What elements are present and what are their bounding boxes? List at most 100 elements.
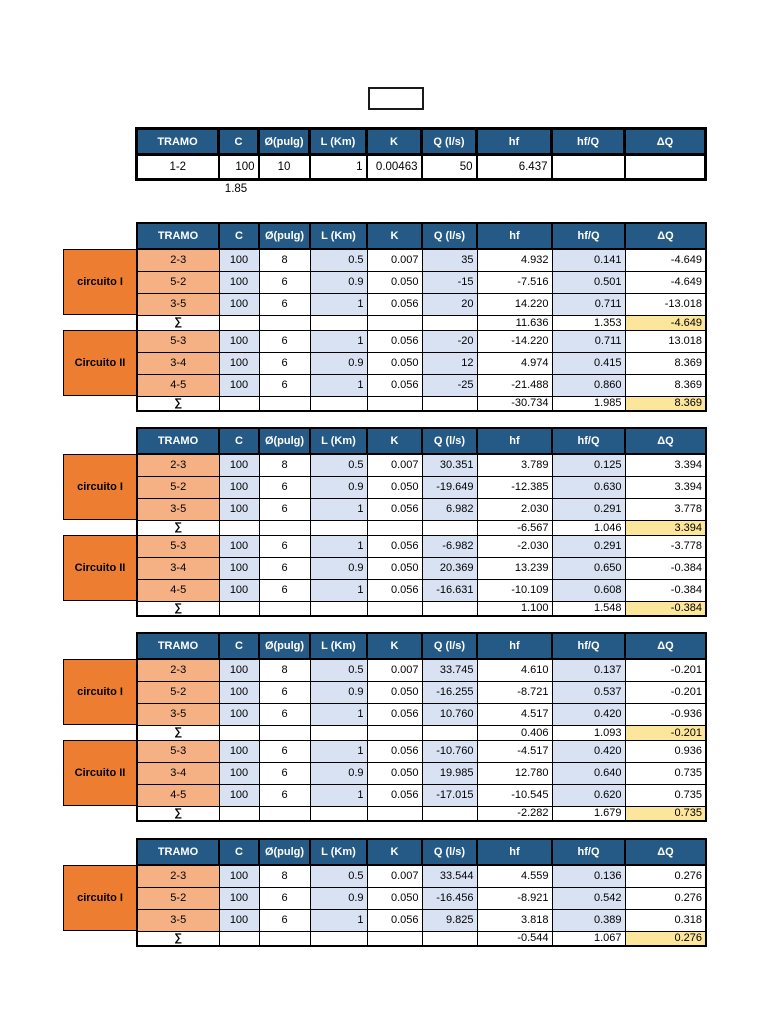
cell-c: 100 [218,453,260,477]
header-cell-k: K [366,427,423,455]
cell-dq: -4.649 [624,270,707,294]
cell-k: 0.056 [366,783,423,807]
header-cell-c: C [217,127,260,156]
sum-cell-l [309,930,368,947]
header-row: TRAMO C Ø(pulg) L (Km) K Q (l/s) hf hf/Q ΔQ [136,222,707,250]
cell-hfq: 0.537 [551,680,626,704]
cell-dia: 6 [258,373,311,397]
header-cell-dq: ΔQ [624,632,707,660]
cell-c: 100 [218,475,260,499]
cell-l: 1 [309,534,368,558]
cell-k: 0.056 [366,739,423,763]
cell-hf: 4.974 [476,351,553,375]
sum-cell-c [218,805,260,822]
cell-hf: -8.921 [476,886,553,910]
cell-k: 0.007 [366,864,423,888]
cell-q: 9.825 [421,908,478,932]
cell-k: 0.007 [366,658,423,682]
cell-k: 0.050 [366,886,423,910]
cell-hfq: 0.650 [551,556,626,580]
cell-c: 100 [218,680,260,704]
table-row: 5-3 100 6 1 0.056 -20 -14.220 0.711 13.018 [136,329,707,353]
iteration-table-grid: TRAMO C Ø(pulg) L (Km) K Q (l/s) hf hf/Q ΔQ 2-3 10… [136,838,707,947]
table-row: 3-4 100 6 0.9 0.050 20.369 13.239 0.650 -0.384 [136,556,707,580]
cell-dq [623,153,707,181]
cell-tramo: 4-5 [136,373,220,397]
cell-tramo: 5-2 [136,680,220,704]
sum-row: ∑ -6.567 1.046 3.394 [136,519,707,536]
cell-q: 33.745 [421,658,478,682]
header-cell-hfq: hf/Q [551,222,626,250]
cell-c: 100 [218,658,260,682]
circuit-label: circuito I [63,659,137,725]
cell-c: 100 [218,783,260,807]
table-row: 5-3 100 6 1 0.056 -10.760 -4.517 0.420 0.936 [136,739,707,763]
cell-dq: -4.649 [624,248,707,272]
cell-hfq: 0.137 [551,658,626,682]
cell-tramo: 3-4 [136,556,220,580]
header-cell-q: Q (l/s) [421,632,478,660]
sum-row: ∑ 1.100 1.548 -0.384 [136,600,707,617]
header-cell-c: C [218,427,260,455]
cell-k: 0.007 [366,453,423,477]
cell-q: -16.631 [421,578,478,602]
cell-q: -17.015 [421,783,478,807]
sum-cell-q [421,930,478,947]
cell-q: 30.351 [421,453,478,477]
cell-c: 100 [218,556,260,580]
sum-cell-l [309,395,368,412]
table-row: 3-4 100 6 0.9 0.050 12 4.974 0.415 8.369 [136,351,707,375]
sum-cell-hf: -0.544 [476,930,553,947]
sum-cell-hf: 11.636 [476,314,553,331]
cell-c: 100 [218,702,260,726]
header-row: TRAMO C Ø(pulg) L (Km) K Q (l/s) hf hf/Q ΔQ [135,127,707,156]
sum-cell-l [309,600,368,617]
sum-row: ∑ -30.734 1.985 8.369 [136,395,707,412]
sum-cell-q [421,395,478,412]
cell-hf: -10.545 [476,783,553,807]
sum-cell-dia [258,600,311,617]
header-cell-l: L (Km) [308,127,368,156]
header-row: TRAMO C Ø(pulg) L (Km) K Q (l/s) hf hf/Q ΔQ [136,427,707,455]
cell-q: -19.649 [421,475,478,499]
header-cell-q: Q (l/s) [421,222,478,250]
header-cell-k: K [366,222,423,250]
circuit-label: Circuito II [63,740,137,806]
table-row: 4-5 100 6 1 0.056 -25 -21.488 0.860 8.369 [136,373,707,397]
cell-dq: 0.735 [624,761,707,785]
cell-q: -25 [421,373,478,397]
sum-cell-hfq: 1.353 [551,314,626,331]
cell-dia: 8 [258,248,311,272]
cell-k: 0.050 [366,680,423,704]
cell-dq: 0.936 [624,739,707,763]
sum-cell-k [366,395,423,412]
cell-l: 0.9 [309,761,368,785]
sum-cell-q [421,600,478,617]
cell-k: 0.056 [366,497,423,521]
cell-dq: -0.936 [624,702,707,726]
cell-dia: 6 [258,534,311,558]
cell-dq: -0.384 [624,556,707,580]
cell-hf: 4.517 [476,702,553,726]
table-row: 2-3 100 8 0.5 0.007 33.544 4.559 0.136 0.276 [136,864,707,888]
header-cell-dq: ΔQ [624,222,707,250]
cell-k: 0.056 [366,702,423,726]
sum-cell-dia [258,930,311,947]
cell-l: 1 [309,329,368,353]
cell-tramo: 5-2 [136,270,220,294]
header-cell-dia: Ø(pulg) [258,632,311,660]
sum-cell-q [421,724,478,741]
table-row: 5-2 100 6 0.9 0.050 -15 -7.516 0.501 -4.649 [136,270,707,294]
cell-hfq: 0.630 [551,475,626,499]
cell-q: 6.982 [421,497,478,521]
cell-c: 100 [218,908,260,932]
cell-k: 0.056 [366,578,423,602]
sum-cell-k [366,724,423,741]
header-cell-tramo: TRAMO [136,838,220,866]
cell-tramo: 2-3 [136,248,220,272]
header-cell-hf: hf [476,838,553,866]
cell-tramo: 5-2 [136,886,220,910]
cell-k: 0.00463 [365,153,423,181]
cell-l: 0.9 [309,351,368,375]
cell-dq: 3.778 [624,497,707,521]
